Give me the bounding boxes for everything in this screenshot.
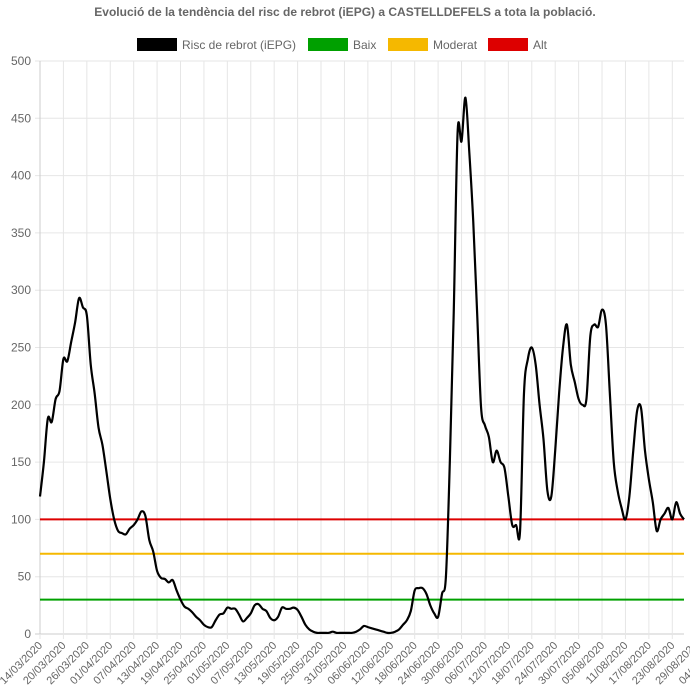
series-line-iepg[interactable] <box>38 96 685 635</box>
x-axis-ticks: 14/03/202020/03/202026/03/202001/04/2020… <box>0 640 690 687</box>
y-tick-label: 300 <box>11 283 31 297</box>
y-tick-label: 250 <box>11 341 31 355</box>
legend-label-0[interactable]: Risc de rebrot (iEPG) <box>182 38 296 52</box>
legend-swatch-1[interactable] <box>308 38 348 51</box>
y-tick-label: 350 <box>11 226 31 240</box>
legend-label-3[interactable]: Alt <box>533 38 548 52</box>
legend-swatch-0[interactable] <box>137 38 177 51</box>
y-tick-label: 400 <box>11 169 31 183</box>
y-tick-label: 500 <box>11 54 31 68</box>
y-tick-label: 50 <box>18 570 32 584</box>
legend-label-2[interactable]: Moderat <box>433 38 478 52</box>
chart-grid <box>35 60 684 639</box>
threshold-lines <box>40 518 684 601</box>
legend-label-1[interactable]: Baix <box>353 38 376 52</box>
chart-legend: Risc de rebrot (iEPG) Baix Moderat Alt <box>137 38 548 52</box>
y-tick-label: 200 <box>11 398 31 412</box>
y-tick-label: 150 <box>11 455 31 469</box>
legend-swatch-2[interactable] <box>388 38 428 51</box>
series-group <box>38 96 685 635</box>
legend-swatch-3[interactable] <box>488 38 528 51</box>
y-tick-label: 100 <box>11 512 31 526</box>
y-tick-label: 450 <box>11 111 31 125</box>
chart-title: Evolució de la tendència del risc de reb… <box>94 5 595 19</box>
y-axis-ticks: 0 50 100 150 200 250 300 350 400 450 500 <box>11 54 31 641</box>
y-tick-label: 0 <box>24 627 31 641</box>
